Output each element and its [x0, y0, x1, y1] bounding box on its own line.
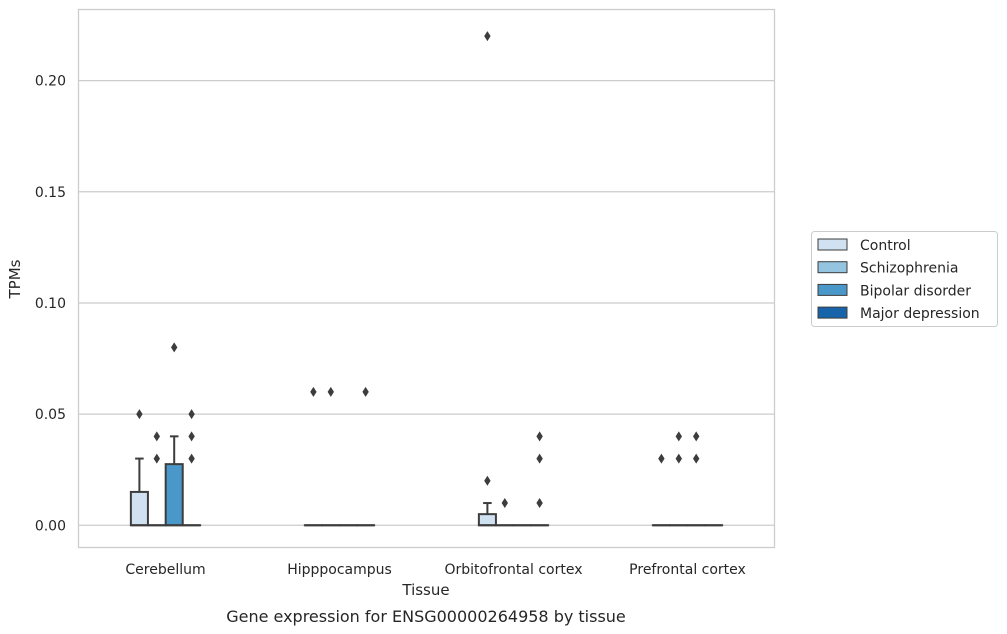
x-tick-label: Cerebellum	[125, 562, 205, 578]
x-tick-labels: Cerebellum Hipppocampus Orbitofrontal cort…	[125, 562, 745, 578]
outlier-point	[153, 431, 160, 442]
box-schizophrenia	[495, 498, 515, 527]
outlier-point	[536, 453, 543, 464]
box-control	[477, 31, 497, 527]
box-schizophrenia	[321, 386, 341, 527]
outlier-point	[362, 386, 369, 397]
box-body	[477, 513, 497, 527]
y-tick-label: 0.15	[35, 185, 66, 201]
legend-label: Major depression	[860, 306, 980, 322]
outlier-point	[310, 386, 317, 397]
plot-frame	[77, 8, 776, 549]
box-major-depression	[182, 409, 202, 527]
box-bipolar-disorder	[164, 342, 184, 527]
box-body	[129, 490, 149, 527]
legend-frame	[811, 231, 998, 327]
box-major-depression	[530, 431, 550, 527]
x-tick-label: Orbitofrontal cortex	[445, 562, 583, 578]
outlier-point	[153, 453, 160, 464]
outlier-point	[171, 342, 178, 353]
box-control	[303, 386, 323, 527]
box-bipolar-disorder	[686, 431, 706, 527]
x-tick-label: Prefrontal cortex	[629, 562, 746, 578]
outlier-point	[136, 409, 143, 420]
outlier-point	[327, 386, 334, 397]
outlier-point	[484, 31, 491, 42]
y-tick-label: 0.20	[35, 74, 66, 90]
box-body	[164, 463, 184, 527]
outlier-point	[693, 431, 700, 442]
box-series	[129, 31, 724, 527]
legend-swatch	[817, 238, 848, 251]
legend-swatch	[817, 261, 848, 274]
y-axis-title: TPMs	[6, 259, 24, 299]
outlier-point	[675, 431, 682, 442]
outlier-point	[658, 453, 665, 464]
box-schizophrenia	[669, 431, 689, 527]
y-tick-labels: 0.00 0.05 0.10 0.15 0.20	[35, 74, 66, 535]
box-schizophrenia	[147, 431, 167, 527]
box-control	[129, 409, 149, 527]
y-tick-label: 0.10	[35, 296, 66, 312]
grid-lines	[78, 80, 775, 526]
outlier-point	[484, 475, 491, 486]
box-major-depression	[356, 386, 376, 527]
y-tick-label: 0.05	[35, 407, 66, 423]
chart-caption: Gene expression for ENSG00000264958 by t…	[226, 607, 626, 626]
y-tick-label: 0.00	[35, 518, 66, 534]
legend-swatch	[817, 283, 848, 296]
legend: Control Schizophrenia Bipolar disorder Majo…	[811, 231, 998, 327]
box-control	[651, 453, 671, 527]
outlier-point	[536, 431, 543, 442]
outlier-point	[188, 409, 195, 420]
x-tick-label: Hipppocampus	[287, 562, 392, 578]
outlier-point	[536, 498, 543, 509]
outlier-point	[188, 453, 195, 464]
legend-label: Bipolar disorder	[860, 283, 971, 299]
legend-label: Schizophrenia	[860, 261, 958, 277]
outlier-point	[188, 431, 195, 442]
outlier-point	[501, 498, 508, 509]
outlier-point	[675, 453, 682, 464]
legend-label: Control	[860, 238, 911, 254]
x-axis-title: Tissue	[401, 581, 449, 599]
legend-swatch	[817, 306, 848, 319]
outlier-point	[693, 453, 700, 464]
